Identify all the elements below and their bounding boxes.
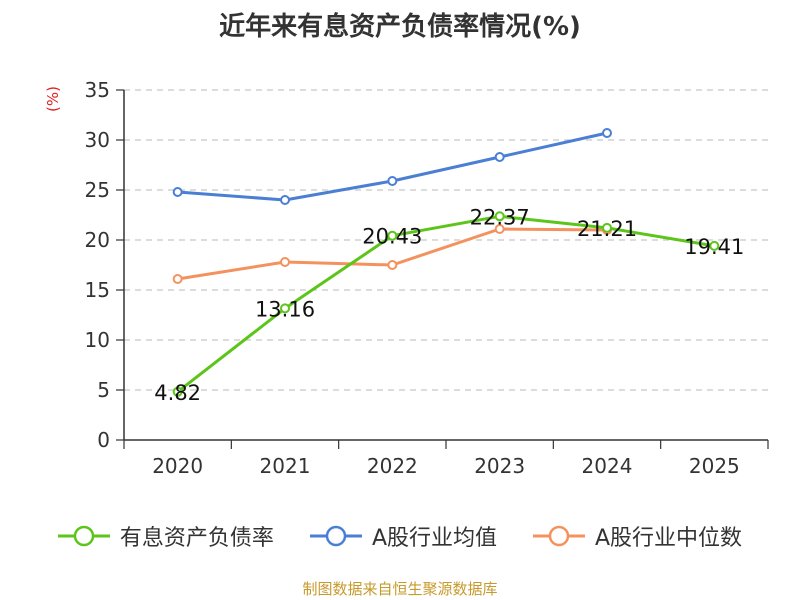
x-tick-label: 2024: [582, 454, 633, 478]
legend-item-series-0[interactable]: 有息资产负债率: [57, 520, 274, 552]
data-point: [280, 195, 290, 205]
data-point: [494, 152, 505, 162]
y-tick-label: 0: [97, 428, 110, 452]
x-tick-label: 2025: [689, 454, 740, 478]
y-tick-label: 5: [97, 378, 110, 402]
data-point: [494, 211, 505, 222]
y-tick-label: 15: [85, 278, 110, 302]
data-point: [387, 176, 398, 186]
x-tick-label: 2020: [152, 454, 203, 478]
data-point: [387, 260, 398, 270]
data-label: 4.82: [154, 381, 201, 405]
data-point: [280, 257, 290, 267]
chart-title: 近年来有息资产负债率情况(%): [219, 12, 581, 42]
data-point: [602, 128, 612, 138]
legend-swatch-icon: [309, 525, 362, 547]
data-point: [602, 222, 612, 233]
data-point: [280, 303, 290, 314]
y-tick-label: 30: [85, 128, 110, 152]
data-point: [494, 224, 505, 234]
legend: 有息资产负债率 A股行业均值 A股行业中位数: [0, 520, 800, 552]
x-tick-label: 2021: [260, 454, 311, 478]
legend-swatch-icon: [533, 525, 585, 547]
y-tick-label: 25: [85, 178, 110, 202]
legend-item-series-2[interactable]: A股行业中位数: [533, 520, 742, 552]
data-label: 19.41: [684, 235, 744, 259]
y-tick-label: 35: [85, 78, 110, 102]
series-line-0: [176, 214, 715, 393]
legend-label: A股行业均值: [371, 526, 497, 551]
legend-label: 有息资产负债率: [119, 526, 274, 551]
legend-swatch-icon: [57, 525, 110, 547]
x-tick-label: 2023: [474, 454, 525, 478]
y-tick-label: 10: [85, 328, 110, 352]
source-note: 制图数据来自恒生聚源数据库: [302, 580, 498, 598]
data-point: [172, 274, 183, 284]
x-tick-label: 2022: [367, 454, 418, 478]
data-label: 13.16: [255, 297, 315, 321]
data-point: [387, 230, 398, 241]
data-point: [172, 187, 183, 197]
data-point: [709, 240, 720, 251]
legend-label: A股行业中位数: [595, 526, 743, 551]
data-point: [172, 386, 183, 397]
data-label: 21.21: [577, 217, 637, 241]
data-label: 20.43: [362, 225, 422, 249]
data-label: 22.37: [470, 205, 530, 229]
y-tick-label: 20: [85, 228, 110, 252]
legend-item-series-1[interactable]: A股行业均值: [309, 520, 497, 552]
